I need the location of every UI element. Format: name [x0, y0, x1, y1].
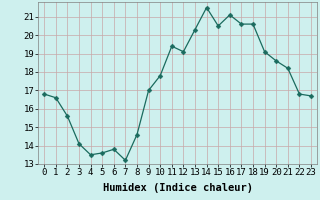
X-axis label: Humidex (Indice chaleur): Humidex (Indice chaleur)	[103, 183, 252, 193]
